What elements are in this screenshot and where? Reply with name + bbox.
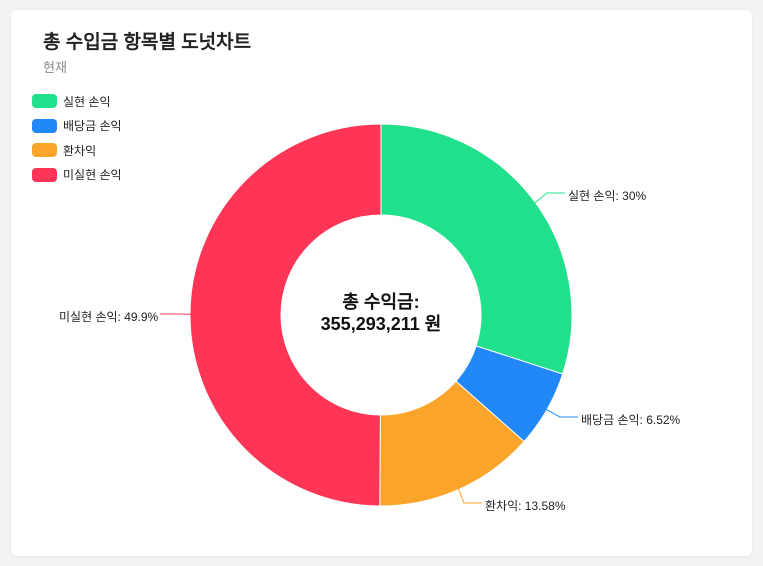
leader-line-2 [456, 485, 482, 504]
callout-dividend: 배당금 손익: 6.52% [581, 413, 681, 427]
legend-swatch [32, 167, 57, 182]
legend-label: 실현 손익 [63, 94, 111, 109]
legend-item-unrealized[interactable]: 미실현 손익 [32, 167, 122, 183]
legend-label: 미실현 손익 [63, 168, 122, 182]
callout-realized: 실현 손익: 30% [568, 189, 647, 203]
donut-slices [189, 123, 573, 507]
chart-legend: 실현 손익 배당금 손익 환차익 미실현 손익 [32, 93, 122, 191]
chart-title: 총 수입금 항목별 도넛차트 [43, 32, 252, 53]
legend-swatch [32, 118, 57, 133]
legend-item-realized[interactable]: 실현 손익 [32, 93, 122, 109]
legend-label: 환차익 [63, 143, 97, 158]
legend-swatch [32, 143, 57, 157]
legend-item-fx-gain[interactable]: 환차익 [32, 142, 122, 158]
center-label-total: 355,293,211 원 [320, 314, 442, 334]
callout-unrealized: 미실현 손익: 49.9% [59, 310, 159, 324]
leader-line-0 [531, 192, 565, 206]
legend-swatch [32, 94, 57, 108]
donut-slice-0[interactable] [380, 123, 573, 375]
callout-leader-lines [160, 192, 578, 504]
callout-fx-gain: 환차익: 13.58% [485, 499, 566, 513]
chart-subtitle: 현재 [43, 60, 67, 75]
donut-slice-3[interactable] [189, 123, 382, 507]
legend-label: 배당금 손익 [63, 119, 122, 133]
center-label-title: 총 수익금: [342, 292, 420, 312]
leader-line-1 [543, 407, 578, 418]
donut-center-label: 총 수익금: 355,293,211 원 [281, 291, 481, 335]
legend-item-dividend[interactable]: 배당금 손익 [32, 118, 122, 134]
